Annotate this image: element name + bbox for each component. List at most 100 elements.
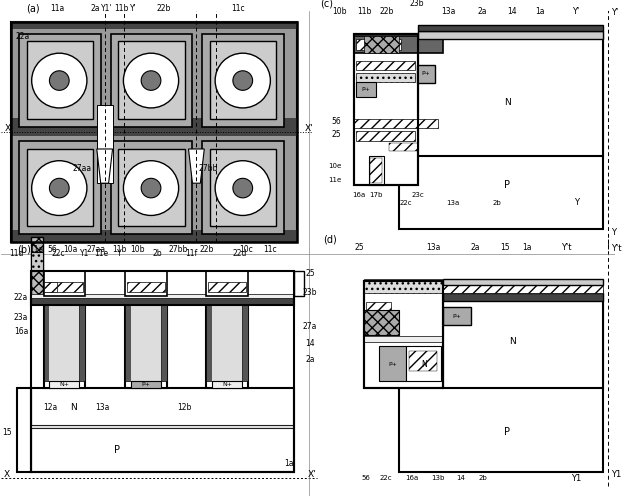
Text: Y1: Y1 [80,249,90,258]
Bar [399,301,603,472]
Text: N: N [504,98,511,107]
Text: 2b: 2b [478,475,487,482]
Text: 13a: 13a [441,6,455,16]
Text: 22c: 22c [379,475,392,482]
Bar [354,34,419,185]
Bar [409,351,437,371]
Text: 11f: 11f [185,249,198,258]
Bar [419,31,603,39]
Bar [369,156,384,185]
Bar [354,36,443,53]
Circle shape [32,53,87,108]
Text: 1a: 1a [535,6,544,16]
Bar [49,380,79,388]
Bar [356,81,376,97]
Bar [443,308,471,325]
Bar [11,22,297,242]
Text: 11c: 11c [231,4,244,13]
Text: Y1': Y1' [101,4,113,13]
Text: 2a: 2a [478,6,487,16]
Bar [30,296,294,306]
Bar [242,306,248,380]
Bar [44,271,85,296]
Text: 15: 15 [2,428,12,437]
Text: 16a: 16a [353,192,366,198]
Text: 23b: 23b [302,288,317,297]
Bar [27,149,93,226]
Bar [356,39,401,50]
Text: (d): (d) [323,235,337,245]
Text: 10e: 10e [328,163,341,169]
Bar [118,42,185,119]
Text: P+: P+ [452,313,462,318]
Text: X: X [4,470,10,479]
Text: P+: P+ [142,382,151,387]
Text: 25: 25 [305,269,315,278]
Text: N+: N+ [222,382,232,387]
Bar [417,65,435,82]
Bar [30,251,42,271]
Text: Y1: Y1 [611,470,621,479]
Text: Y't: Y't [561,243,572,252]
Bar [207,306,248,388]
Text: 56: 56 [361,475,371,482]
Bar [11,22,297,242]
Bar [44,306,49,380]
Text: Y': Y' [572,6,580,16]
Text: P: P [114,445,121,455]
Text: 22b: 22b [379,6,394,16]
Bar [126,271,167,296]
Text: P+: P+ [422,71,430,76]
Bar [17,388,30,472]
Text: 14: 14 [507,6,517,16]
Text: Y't: Y't [611,244,621,253]
Circle shape [32,161,87,215]
Text: X: X [5,124,11,133]
Circle shape [49,179,69,198]
Text: P: P [504,180,510,190]
Text: P: P [504,428,510,437]
Text: Y': Y' [130,4,137,13]
Text: 23a: 23a [14,312,28,321]
Text: 56: 56 [47,245,57,254]
Bar [364,336,443,342]
Polygon shape [188,149,204,183]
Text: 11b: 11b [114,4,129,13]
Bar [210,42,276,119]
Bar [128,282,165,292]
Text: 17b: 17b [369,192,383,198]
Text: 15: 15 [500,243,510,252]
Text: 13b: 13b [432,475,445,482]
Text: N+: N+ [59,382,69,387]
Bar [407,346,441,380]
Text: 2a: 2a [90,4,100,13]
Text: Y: Y [573,198,578,207]
Text: 2b: 2b [152,249,162,258]
Bar [19,141,101,234]
Text: Y: Y [117,249,122,258]
Bar [366,303,391,312]
Text: 22c: 22c [52,249,65,258]
Bar [364,281,443,388]
Bar [202,141,284,234]
Text: 22c: 22c [399,200,412,206]
Text: 14: 14 [457,475,465,482]
Text: 27aa: 27aa [72,164,91,173]
Bar [161,306,167,380]
Bar [356,61,415,70]
Bar [364,281,443,388]
Text: 10c: 10c [239,245,253,254]
Text: 13a: 13a [446,200,460,206]
Bar [356,131,415,141]
Bar [370,158,382,183]
Text: 10b: 10b [332,6,346,16]
Text: 11c: 11c [264,245,277,254]
Text: 11b: 11b [113,245,127,254]
Bar [30,237,42,296]
Bar [399,34,603,229]
Text: 25: 25 [355,243,364,252]
Text: 2b: 2b [493,200,501,206]
Bar [131,306,161,380]
Text: 27aa: 27aa [86,245,105,254]
Text: 11e: 11e [95,249,109,258]
